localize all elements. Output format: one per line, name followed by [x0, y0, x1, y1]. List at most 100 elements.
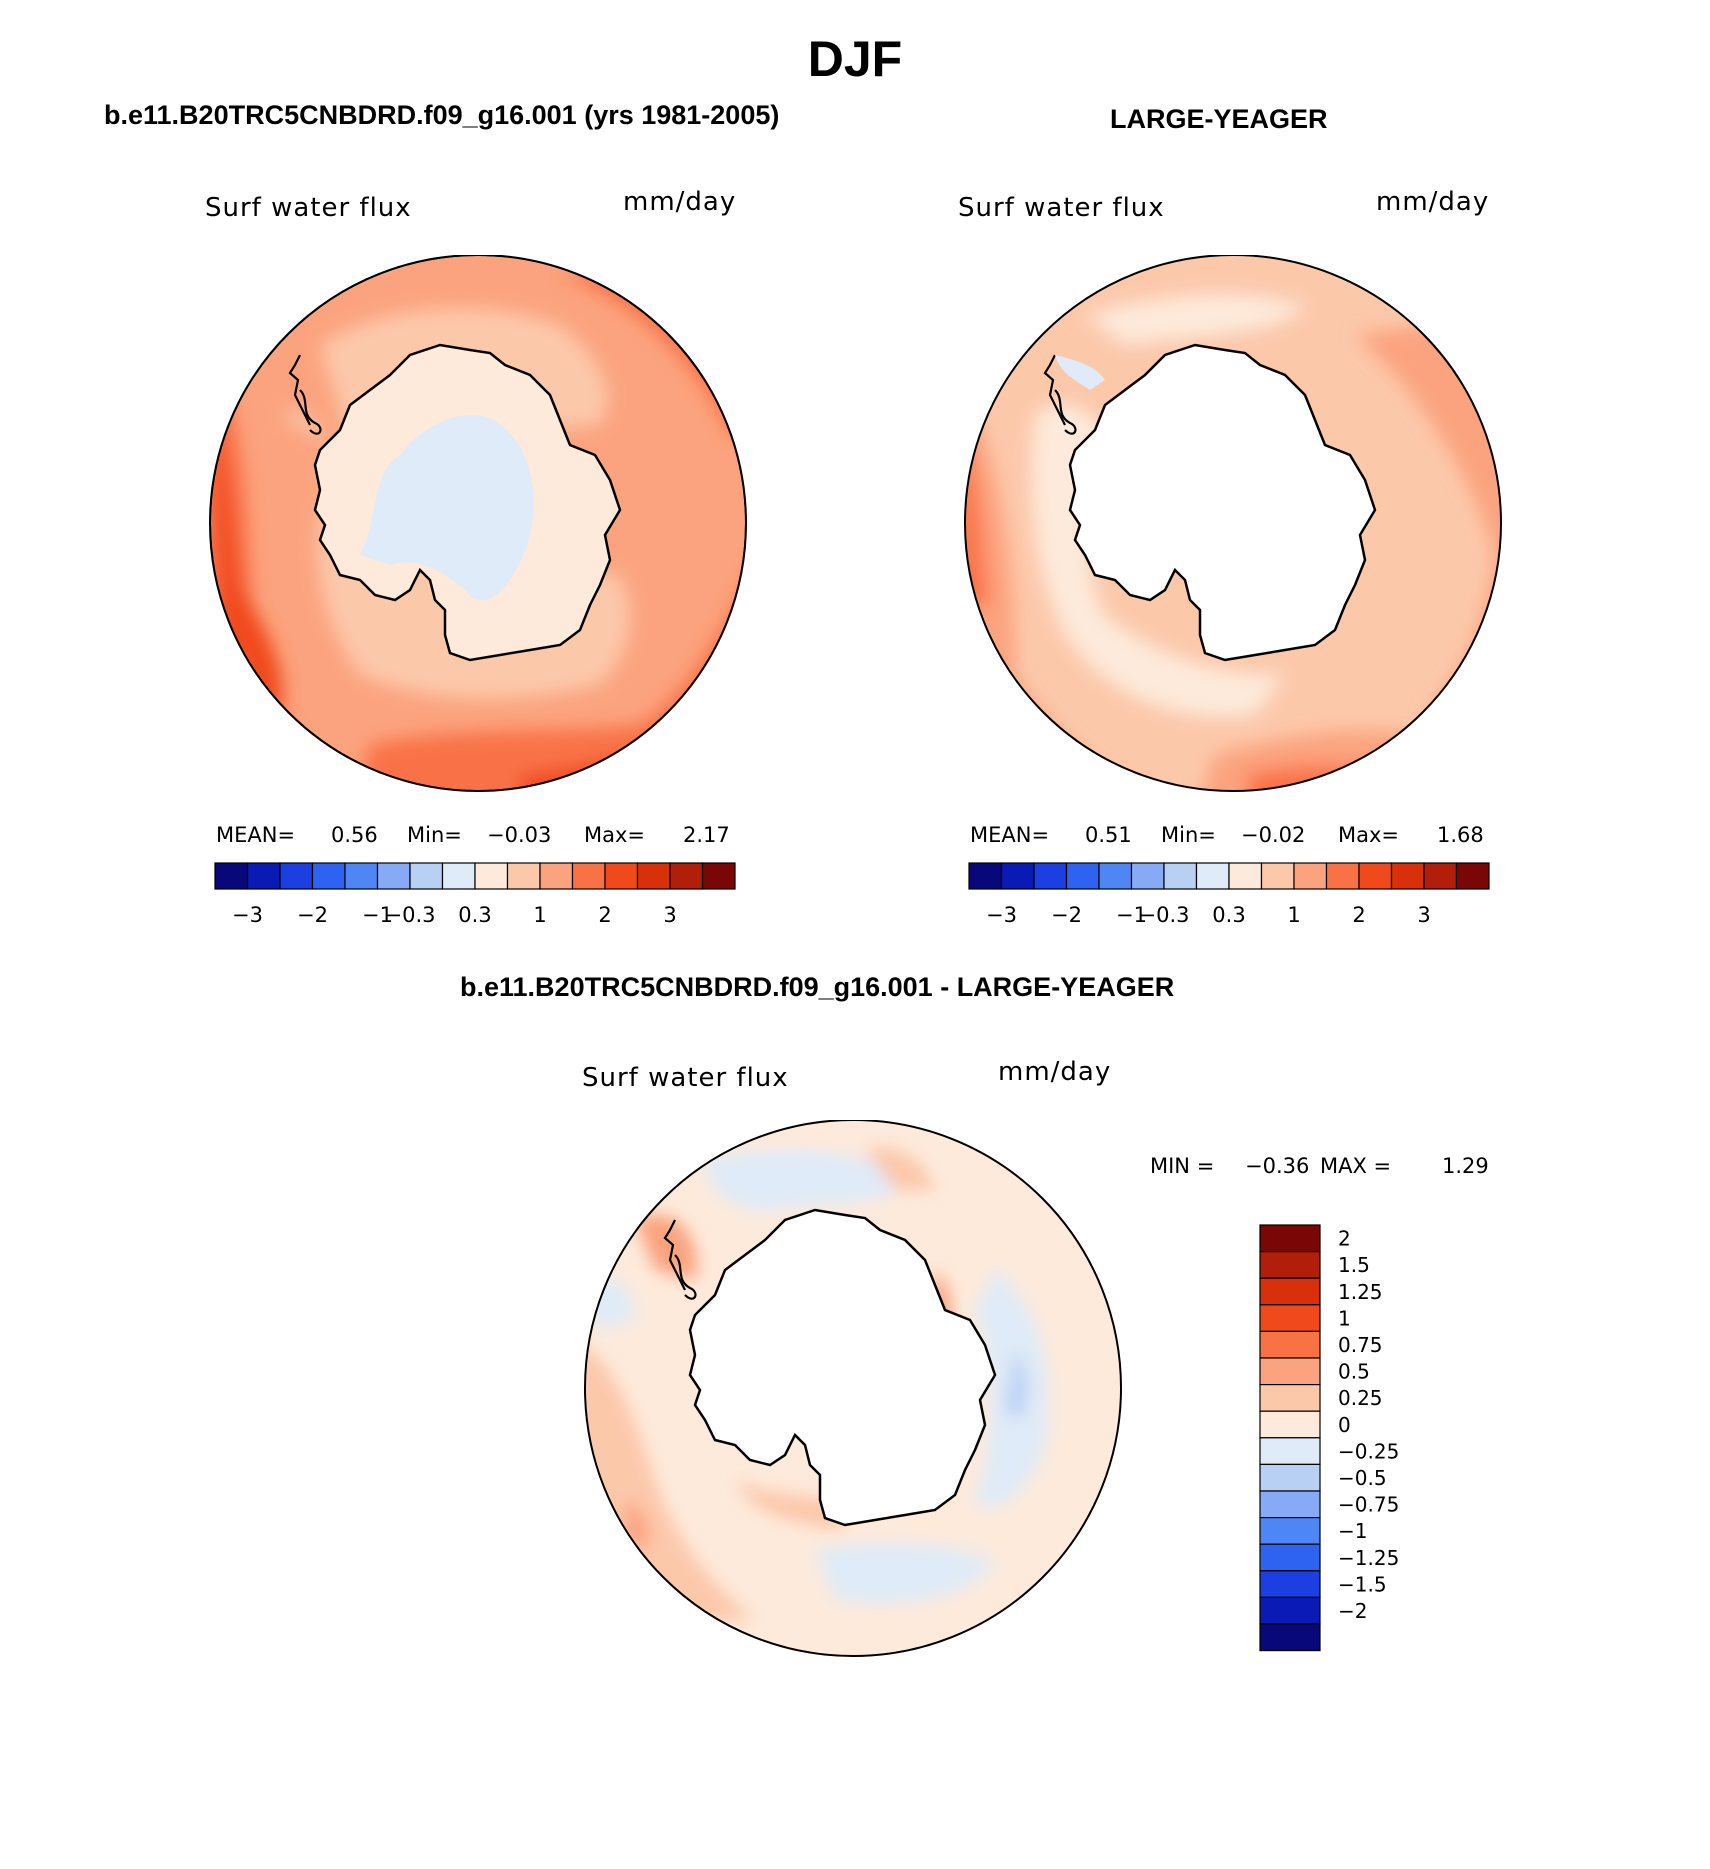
- weddell-coast: [299, 389, 322, 435]
- colorbar-tick-labels: −3 −2 −1−0.3 0.3 1 2 3: [986, 903, 1431, 927]
- figure-title: DJF: [807, 31, 903, 87]
- panel2-variable-label: Surf water flux: [958, 193, 1165, 223]
- panel1-max-label: Max=: [584, 823, 646, 847]
- colorbar-box: [1260, 862, 1295, 890]
- colorbar-box: [1259, 1623, 1321, 1652]
- colorbar-box: [539, 862, 574, 890]
- colorbar-tick-labels: 21.5 1.251 0.75 0.50.25 0−0.25 −0.5 −0.75−1 −1.…: [1338, 1227, 1399, 1623]
- colorbar-boxes: [214, 862, 736, 890]
- colorbar-box: [246, 862, 281, 890]
- colorbar-box: [1163, 862, 1198, 890]
- panel3-min-label: MIN =: [1150, 1154, 1215, 1178]
- colorbar-box: [344, 862, 379, 890]
- colorbar-box: [701, 862, 736, 890]
- colorbar-tick-label: −0.75: [1338, 1493, 1399, 1517]
- panel2-min-label: Min=: [1161, 823, 1216, 847]
- colorbar-box: [1259, 1437, 1321, 1466]
- antarctica-landmass: [688, 1208, 997, 1527]
- colorbar-tick-label: −1: [1116, 903, 1147, 927]
- field-east-strong-negative: [1005, 1350, 1027, 1420]
- panel3-max-label: MAX =: [1320, 1154, 1392, 1178]
- panel3-min-value: −0.36: [1245, 1154, 1310, 1178]
- antarctic-peninsula: [288, 354, 311, 426]
- colorbar-tick-label: −0.25: [1338, 1439, 1399, 1463]
- colorbar-tick-label: 3: [1417, 903, 1430, 927]
- panel3-max-value: 1.29: [1442, 1154, 1489, 1178]
- colorbar-box: [311, 862, 346, 890]
- colorbar-box: [1259, 1463, 1321, 1492]
- panel1-min-value: −0.03: [487, 823, 552, 847]
- panel3-units-label: mm/day: [998, 1057, 1112, 1087]
- colorbar-box: [1195, 862, 1230, 890]
- panel2-mean-label: MEAN=: [970, 823, 1050, 847]
- colorbar-box: [1259, 1251, 1321, 1279]
- colorbar-box: [636, 862, 671, 890]
- colorbar-box: [1390, 862, 1425, 890]
- colorbar-box: [1259, 1357, 1321, 1386]
- colorbar-box: [1325, 862, 1360, 890]
- colorbar-box: [1259, 1543, 1321, 1572]
- colorbar-tick-label: 0.5: [1338, 1360, 1370, 1384]
- map-panel1: [209, 255, 747, 792]
- colorbar-tick-label: −2: [297, 903, 328, 927]
- colorbar-tick-labels: −3 −2 −1−0.3 0.3 1 2 3: [232, 903, 677, 927]
- colorbar-box: [1259, 1277, 1321, 1306]
- panel2-units-label: mm/day: [1376, 187, 1490, 217]
- map-boundary: [584, 1120, 1122, 1657]
- colorbar-box: [409, 862, 444, 890]
- colorbar-tick-label: −2: [1051, 903, 1082, 927]
- colorbar-tick-label: 0.75: [1338, 1333, 1383, 1357]
- colorbar-tick-label: −3: [232, 903, 263, 927]
- field-interior-negative: [360, 415, 534, 601]
- colorbar-tick-label: 1: [533, 903, 546, 927]
- colorbar-tick-label: −2: [1338, 1599, 1367, 1623]
- map-boundary: [209, 255, 747, 792]
- colorbar-box: [1000, 862, 1035, 890]
- colorbar-tick-label: 1.25: [1338, 1280, 1383, 1304]
- colorbar-tick-label: 0.3: [458, 903, 491, 927]
- colorbar-box: [1423, 862, 1458, 890]
- field-north-negative: [705, 1149, 915, 1211]
- panel2-max-value: 1.68: [1437, 823, 1484, 847]
- field-spot-south: [1245, 765, 1385, 791]
- colorbar-box: [1259, 1330, 1321, 1359]
- colorbar-tick-label: −3: [986, 903, 1017, 927]
- colorbar-tick-label: −1.25: [1338, 1546, 1399, 1570]
- colorbar-box: [1293, 862, 1328, 890]
- colorbar-box: [474, 862, 509, 890]
- colorbar-boxes: [1259, 1224, 1321, 1652]
- map-boundary: [964, 255, 1502, 792]
- colorbar-panel1: −3 −2 −1−0.3 0.3 1 2 3: [214, 862, 736, 927]
- colorbar-box: [1259, 1490, 1321, 1519]
- colorbar-tick-label: 1.5: [1338, 1253, 1370, 1277]
- colorbar-boxes: [968, 862, 1490, 890]
- panel3-variable-label: Surf water flux: [582, 1063, 789, 1093]
- panel1-variable-label: Surf water flux: [205, 193, 412, 223]
- field-band-north-light: [1085, 294, 1305, 345]
- colorbar-box: [1259, 1304, 1321, 1333]
- colorbar-box: [1228, 862, 1263, 890]
- panel2-min-value: −0.02: [1241, 823, 1306, 847]
- colorbar-tick-label: 2: [1338, 1227, 1351, 1251]
- panel2-mean-value: 0.51: [1085, 823, 1132, 847]
- weddell-coast: [674, 1254, 697, 1300]
- colorbar-box: [1259, 1570, 1321, 1598]
- colorbar-box: [669, 862, 704, 890]
- panel2-max-label: Max=: [1338, 823, 1400, 847]
- field-peninsula-positive: [635, 1214, 697, 1280]
- colorbar-tick-label: 3: [663, 903, 676, 927]
- colorbar-box: [1098, 862, 1133, 890]
- panel1-mean-label: MEAN=: [216, 823, 296, 847]
- colorbar-box: [376, 862, 411, 890]
- colorbar-box: [571, 862, 606, 890]
- panel1-title: b.e11.B20TRC5CNBDRD.f09_g16.001 (yrs 198…: [104, 100, 780, 130]
- map-panel2: [964, 255, 1502, 792]
- panel1-min-label: Min=: [407, 823, 462, 847]
- field-band-west-strong: [965, 405, 990, 605]
- panel2-title: LARGE-YEAGER: [1110, 104, 1328, 134]
- colorbar-tick-label: 2: [598, 903, 611, 927]
- diff-title: b.e11.B20TRC5CNBDRD.f09_g16.001 - LARGE-…: [460, 972, 1175, 1002]
- colorbar-tick-label: −0.3: [1139, 903, 1190, 927]
- colorbar-tick-label: −1.5: [1338, 1572, 1387, 1596]
- colorbar-tick-label: 2: [1352, 903, 1365, 927]
